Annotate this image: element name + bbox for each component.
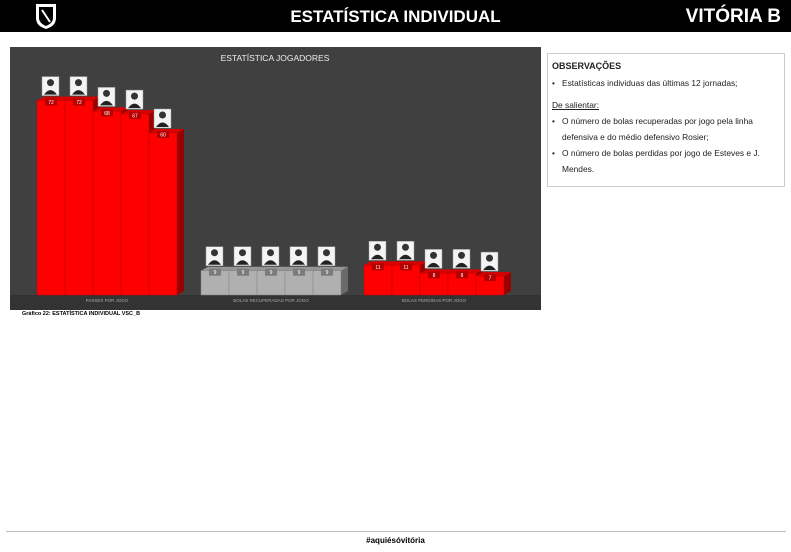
player-head (131, 92, 138, 100)
value-label: 72 (48, 100, 54, 106)
player-body (371, 254, 384, 260)
category-label: PASSES POR JOGO (86, 298, 129, 303)
bar (120, 113, 150, 296)
player-body (483, 265, 496, 271)
highlight-item: O número de bolas recuperadas por jogo p… (552, 113, 778, 145)
value-badge (265, 268, 277, 276)
page-title: ESTATÍSTICA INDIVIDUAL (290, 7, 501, 26)
player-body (44, 90, 57, 95)
category-label: BOLAS RECUPERADAS POR JOGO (233, 298, 309, 303)
player-head (75, 79, 82, 87)
player-head (47, 79, 54, 87)
value-label: 7 (489, 276, 492, 282)
logo (36, 4, 56, 29)
observations: OBSERVAÇÕES Estatísticas individuas das … (547, 53, 785, 187)
value-label: 8 (433, 273, 436, 279)
value-badge (372, 263, 384, 271)
player-body (399, 254, 412, 260)
footer-line (6, 531, 786, 532)
player-head (458, 251, 465, 259)
player-head (486, 254, 493, 262)
player-body (264, 260, 277, 265)
value-label: 9 (326, 270, 329, 276)
value-label: 9 (242, 270, 245, 276)
player-body (100, 100, 113, 106)
value-badge (321, 268, 333, 276)
player-body (128, 103, 141, 109)
items: Estatísticas individuas das últimas 12 j… (552, 75, 778, 91)
value-badge (73, 98, 85, 106)
player-head (430, 251, 437, 259)
highlights: O número de bolas recuperadas por jogo p… (552, 113, 778, 177)
player-head (103, 89, 110, 97)
chart: ESTATÍSTICA JOGADORES 72 72 68 67 60 PASSES P… (10, 47, 541, 310)
value-badge (157, 131, 169, 138)
player-photo (205, 246, 224, 266)
player-head (211, 249, 218, 257)
value-badge (209, 268, 221, 276)
player-photo (233, 246, 252, 266)
value-label: 9 (298, 270, 301, 276)
player-body (236, 260, 249, 265)
bar (148, 132, 178, 296)
value-label: 8 (461, 273, 464, 279)
bar-side (341, 266, 348, 295)
player-body (427, 262, 440, 268)
player-photo (289, 246, 308, 266)
player-head (295, 249, 302, 257)
category-label: BOLAS PERDIDAS POR JOGO (402, 298, 467, 303)
highlight-item: O número de bolas perdidas por jogo de E… (552, 145, 778, 177)
player-head (159, 111, 166, 119)
player-body (156, 122, 169, 127)
value-label: 60 (160, 133, 166, 139)
value-label: 9 (270, 270, 273, 276)
observation-item: Estatísticas individuas das últimas 12 j… (552, 75, 778, 91)
player-body (72, 90, 85, 95)
bar (64, 100, 94, 296)
value-label: 72 (76, 100, 82, 106)
player-head (402, 243, 409, 251)
value-badge (101, 109, 113, 117)
bar-side (504, 272, 511, 295)
caption: Gráfico 22: ESTATÍSTICA INDIVIDUAL VSC_B (22, 311, 141, 317)
player-body (320, 260, 333, 265)
chart-title: ESTATÍSTICA JOGADORES (221, 53, 330, 63)
value-label: 67 (132, 114, 138, 120)
player-head (374, 243, 381, 251)
player-photo (317, 246, 336, 266)
value-badge (129, 112, 141, 120)
header: ESTATÍSTICA INDIVIDUAL VITÓRIA B (0, 0, 791, 32)
bar (92, 111, 122, 296)
value-badge (456, 271, 468, 279)
value-badge (45, 98, 57, 106)
value-label: 11 (403, 265, 408, 271)
player-body (292, 260, 305, 265)
value-badge (484, 274, 496, 282)
value-badge (293, 268, 305, 276)
value-badge (400, 263, 412, 271)
player-head (267, 249, 274, 257)
player-photo (261, 246, 280, 266)
value-badge (237, 268, 249, 276)
bar (36, 100, 66, 296)
value-label: 68 (104, 111, 110, 117)
bar-side (177, 129, 184, 295)
team-name: VITÓRIA B (685, 6, 781, 27)
player-head (323, 249, 330, 257)
player-body (455, 262, 468, 268)
player-body (208, 260, 221, 265)
observations-title: OBSERVAÇÕES (552, 61, 622, 71)
value-label: 9 (214, 270, 217, 276)
value-label: 11 (375, 265, 380, 271)
highlight-title: De salientar: (552, 100, 600, 110)
value-badge (428, 271, 440, 279)
footer: #aquiésóvitória (366, 536, 425, 545)
player-head (239, 249, 246, 257)
floor (10, 295, 541, 310)
